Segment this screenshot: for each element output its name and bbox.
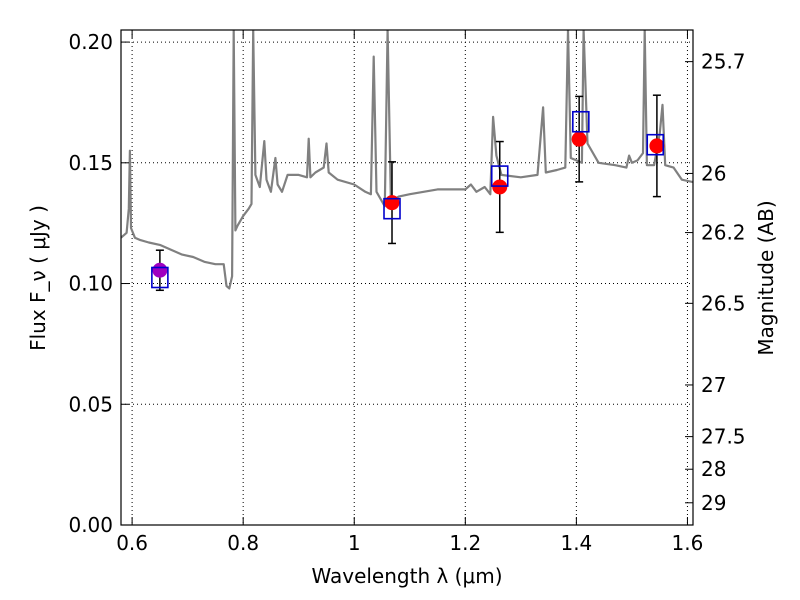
- right-tick-label: 25.7: [701, 50, 746, 74]
- y-axis-label: Flux F_ν ( μJy ): [26, 205, 50, 351]
- x-tick-label: 0.6: [116, 531, 148, 555]
- grid: [121, 30, 693, 526]
- right-tick-label: 28: [701, 457, 726, 481]
- right-tick-label: 26.2: [701, 221, 746, 245]
- photometry-series: [151, 94, 665, 292]
- observed-point: [384, 195, 400, 211]
- observed-point: [649, 138, 665, 154]
- y-axis-right-label: Magnitude (AB): [754, 200, 778, 355]
- x-tick-label: 1: [348, 531, 361, 555]
- y-tick-label: 0.00: [68, 513, 113, 537]
- tick-labels: 0.6 0.8 1 1.2 1.4 1.6 0.00 0.05 0.10 0.15 0.20 25.7…: [68, 30, 745, 555]
- y-tick-label: 0.15: [68, 151, 113, 175]
- right-tick-label: 29: [701, 491, 726, 515]
- x-tick-label: 0.8: [227, 531, 259, 555]
- y-tick-label: 0.20: [68, 30, 113, 54]
- right-tick-label: 26: [701, 161, 726, 185]
- y-axis-label-text: Flux F_ν ( μJy ): [26, 205, 50, 351]
- observed-point: [152, 262, 168, 278]
- model-point: [151, 266, 169, 289]
- spectrum-line: [121, 30, 693, 290]
- x-tick-label: 1.2: [449, 531, 481, 555]
- model-point: [646, 133, 665, 156]
- model-point: [572, 110, 590, 133]
- observed-point: [571, 131, 587, 147]
- axis-ticks: [121, 30, 693, 526]
- y-tick-label: 0.10: [68, 272, 113, 296]
- x-tick-label: 1.6: [672, 531, 704, 555]
- right-tick-label: 26.5: [701, 291, 746, 315]
- observed-point: [492, 179, 508, 195]
- model-point: [490, 165, 509, 187]
- spectrum-series: [121, 30, 693, 290]
- plot-frame: [120, 29, 694, 526]
- model-point: [383, 197, 401, 220]
- x-tick-label: 1.4: [560, 531, 592, 555]
- y-tick-label: 0.05: [68, 392, 113, 416]
- right-tick-label: 27.5: [701, 425, 746, 449]
- x-axis-label: Wavelength λ (μm): [311, 564, 502, 588]
- y-axis-right-label-text: Magnitude (AB): [754, 200, 778, 355]
- right-tick-label: 27: [701, 373, 726, 397]
